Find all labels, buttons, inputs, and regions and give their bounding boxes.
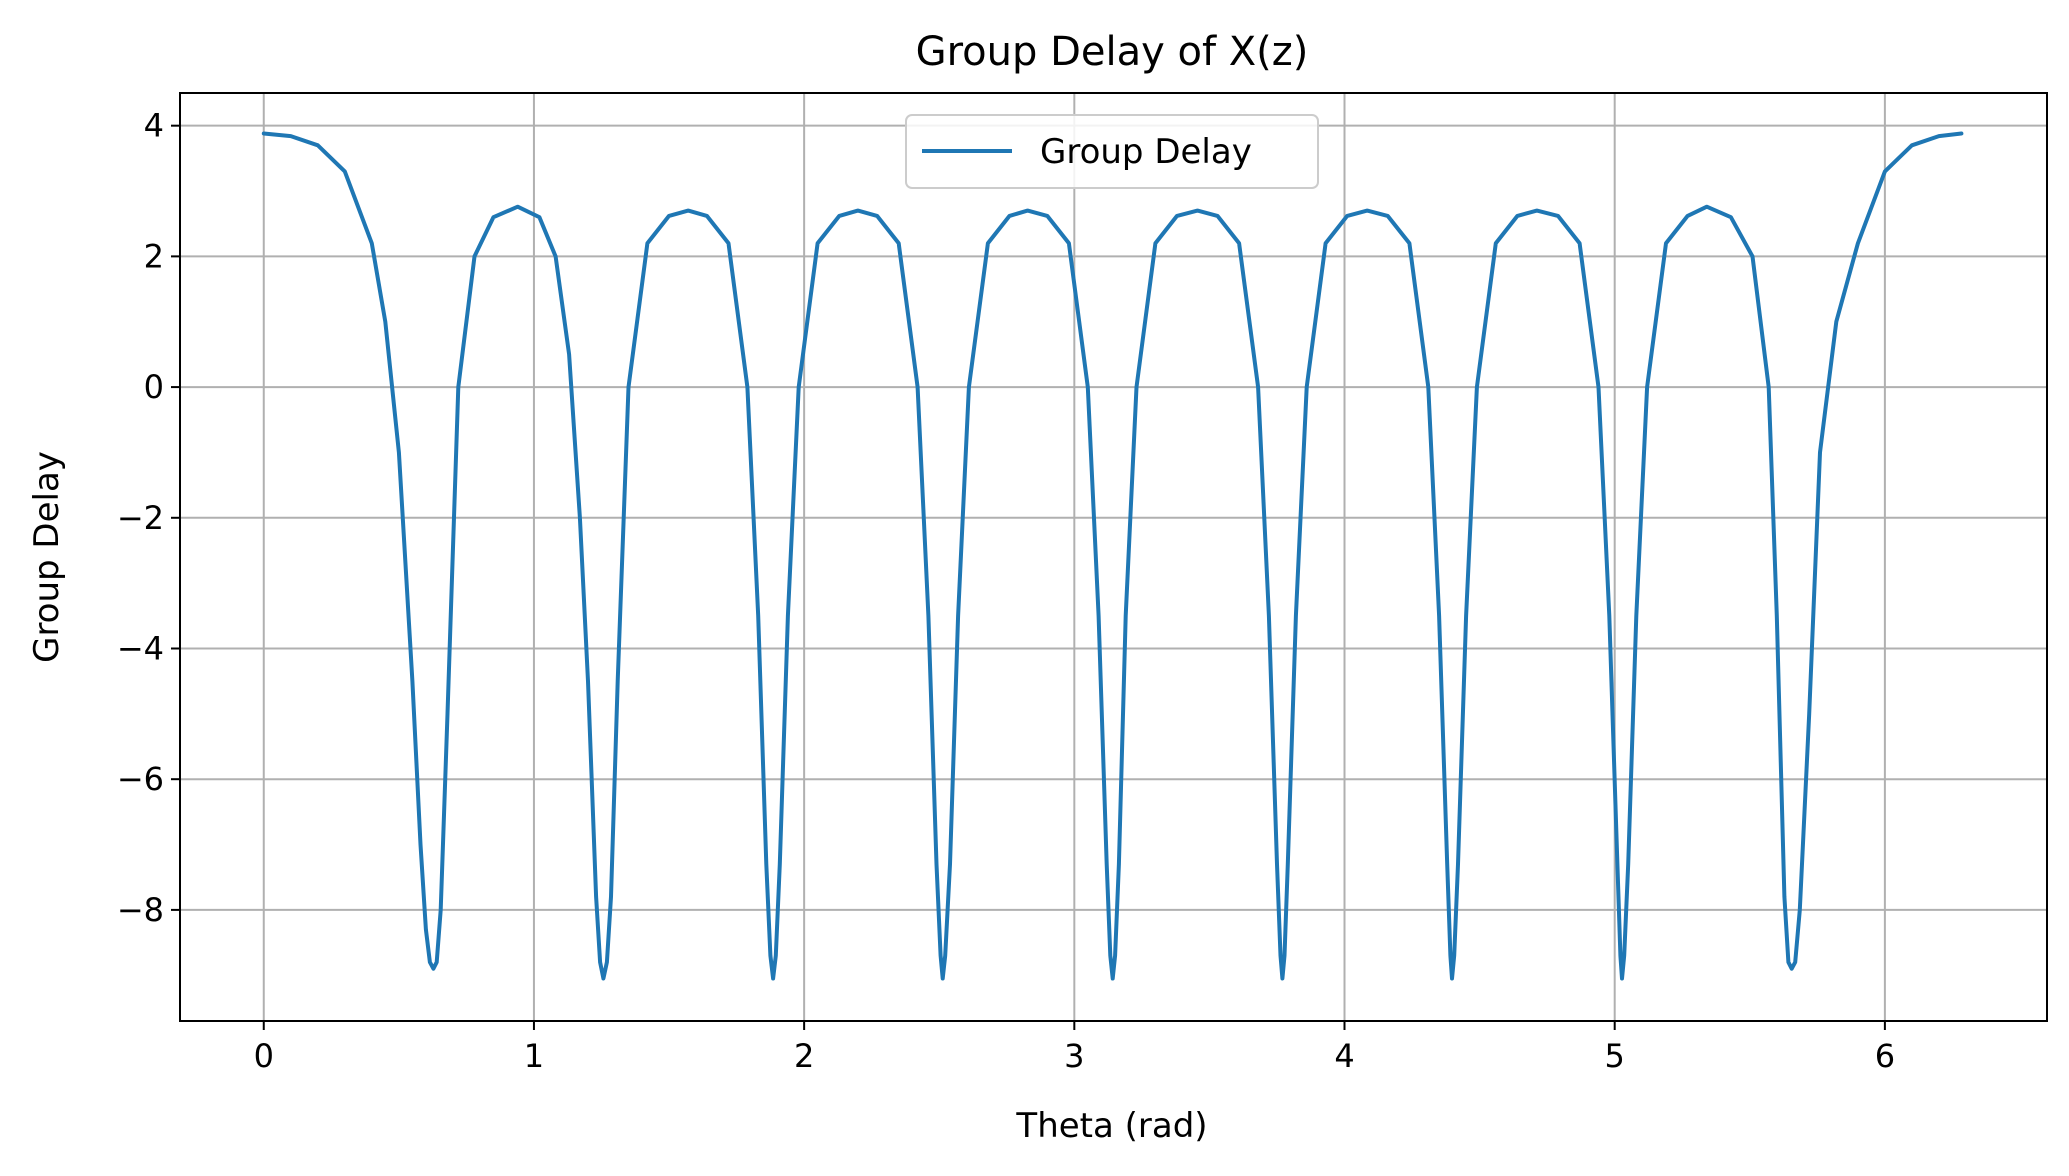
- x-tick-label: 5: [1605, 1037, 1625, 1075]
- legend: Group Delay: [905, 114, 1319, 189]
- y-axis-label: Group Delay: [27, 451, 67, 663]
- x-axis-label: Theta (rad): [1015, 1106, 1207, 1146]
- x-tick-label: 4: [1334, 1037, 1354, 1075]
- y-tick-label: −2: [117, 499, 164, 537]
- series-line-group-delay: [261, 131, 1964, 981]
- legend-box: [905, 114, 1319, 189]
- x-tick-label: 3: [1064, 1037, 1084, 1075]
- legend-label-group-delay: Group Delay: [1040, 132, 1252, 172]
- y-tick-label: −4: [117, 629, 164, 667]
- x-tick-label: 6: [1875, 1037, 1895, 1075]
- x-tick-label: 1: [524, 1037, 544, 1075]
- x-tick-label: 2: [794, 1037, 814, 1075]
- y-tick-label: −6: [117, 760, 164, 798]
- y-tick-label: −8: [117, 891, 164, 929]
- y-tick-label: 2: [144, 237, 164, 275]
- x-tick-label: 0: [254, 1037, 274, 1075]
- grid-layer: [180, 93, 2047, 1021]
- chart-title: Group Delay of X(z): [916, 29, 1309, 75]
- series-layer: [261, 131, 1964, 981]
- plot-frame: [179, 92, 2048, 1022]
- y-tick-label: 4: [144, 107, 164, 145]
- tick-layer: 0 1 2 3 4 5 6 4 2 0 −2 −4 −6 −8: [117, 107, 1895, 1075]
- y-tick-label: 0: [144, 368, 164, 406]
